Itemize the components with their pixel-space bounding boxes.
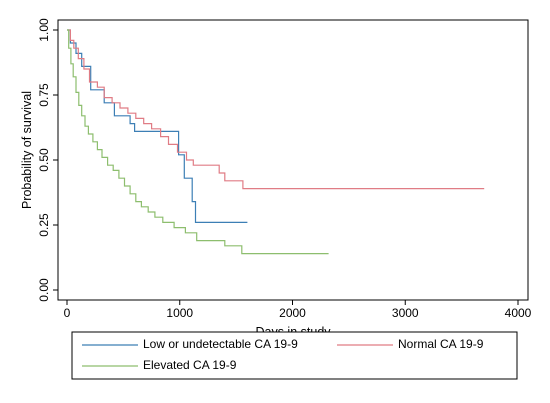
- series-line-2: [67, 29, 329, 255]
- y-tick-label: 0.75: [37, 83, 51, 107]
- y-tick-label: 0.50: [37, 148, 51, 172]
- x-tick-label: 0: [64, 306, 71, 320]
- x-tick-label: 2000: [279, 306, 306, 320]
- legend-label-0: Low or undetectable CA 19-9: [143, 337, 298, 351]
- x-tick-label: 1000: [166, 306, 193, 320]
- series-line-1: [67, 29, 485, 190]
- series-line-0: [67, 29, 248, 223]
- x-tick-label: 4000: [505, 306, 532, 320]
- y-tick-label: 1.00: [37, 18, 51, 42]
- y-tick-label: 0.00: [37, 278, 51, 302]
- y-tick-label: 0.25: [37, 213, 51, 237]
- y-axis-title: Probability of survival: [20, 91, 34, 209]
- legend-label-2: Elevated CA 19-9: [143, 358, 237, 372]
- x-tick-label: 3000: [392, 306, 419, 320]
- legend-label-1: Normal CA 19-9: [398, 337, 484, 351]
- legend-box: [71, 331, 518, 380]
